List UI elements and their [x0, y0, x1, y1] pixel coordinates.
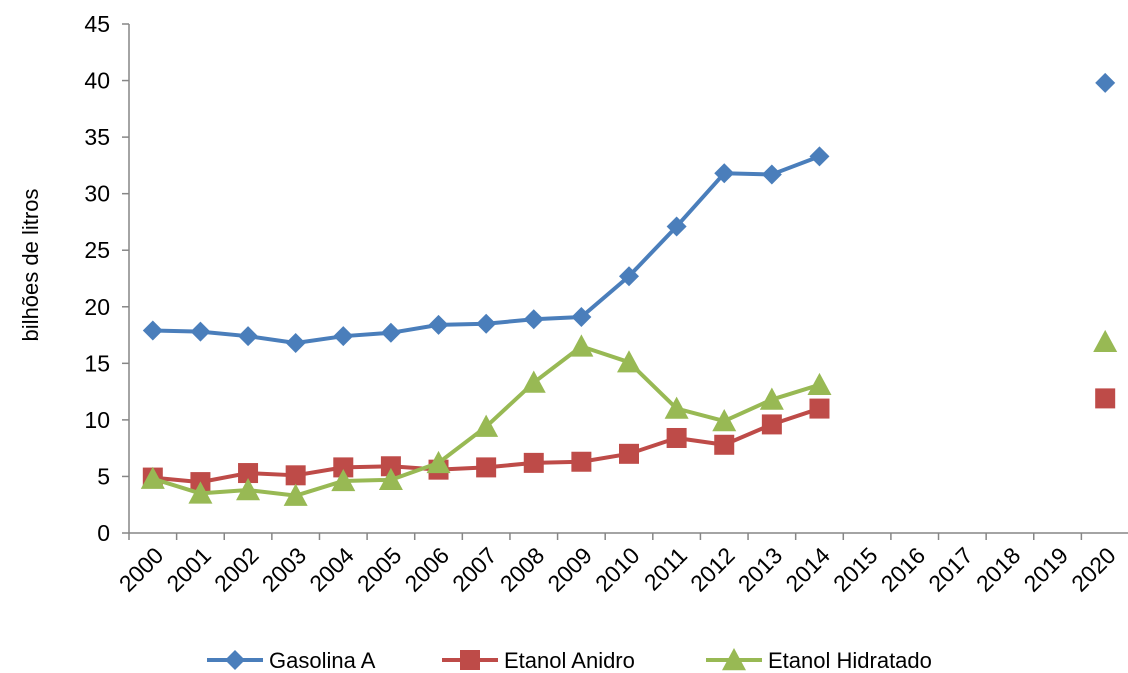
- legend-marker: [225, 650, 245, 670]
- y-tick-label: 20: [84, 294, 110, 320]
- data-point: [759, 387, 784, 410]
- data-point: [809, 398, 830, 419]
- series-gasolina-a: [142, 72, 1116, 353]
- data-point: [523, 452, 544, 473]
- x-tick-label: 2019: [1019, 542, 1074, 597]
- data-point: [331, 468, 356, 492]
- data-point: [1095, 72, 1116, 93]
- legend-label: Etanol Anidro: [504, 648, 635, 673]
- data-point: [807, 372, 832, 396]
- data-point: [714, 163, 735, 184]
- x-tick-label: 2006: [399, 542, 454, 597]
- data-point: [666, 216, 687, 237]
- data-point: [761, 164, 782, 185]
- data-point: [714, 434, 735, 455]
- x-tick-label: 2010: [590, 542, 645, 597]
- x-tick-label: 2013: [733, 542, 788, 597]
- data-point: [378, 467, 403, 491]
- data-point: [619, 443, 639, 464]
- plot-area: [140, 72, 1118, 506]
- x-tick-label: 2009: [542, 542, 597, 597]
- x-tick-label: 2005: [352, 542, 407, 597]
- data-point: [569, 334, 594, 357]
- data-point: [285, 465, 306, 486]
- legend: Gasolina A Etanol Anidro Etanol Hidratado: [207, 648, 932, 673]
- data-point: [188, 481, 213, 504]
- legend-item: Etanol Anidro: [442, 648, 635, 673]
- data-point: [333, 457, 354, 478]
- y-tick-label: 30: [84, 181, 110, 207]
- data-point: [571, 306, 592, 327]
- x-tick-label: 2001: [161, 542, 216, 597]
- x-tick-label: 2007: [447, 542, 502, 597]
- data-point: [571, 451, 592, 472]
- legend-item: Etanol Hidratado: [706, 648, 932, 673]
- legend-item: Gasolina A: [207, 648, 376, 673]
- data-point: [190, 321, 211, 342]
- y-tick-label: 25: [84, 237, 110, 263]
- x-tick-label: 2016: [876, 542, 931, 597]
- data-point: [476, 313, 497, 334]
- data-point: [238, 326, 259, 347]
- data-point: [238, 463, 259, 484]
- data-point: [285, 332, 306, 353]
- data-point: [523, 309, 544, 330]
- data-point: [1093, 329, 1118, 353]
- data-point: [333, 326, 354, 347]
- data-point: [142, 320, 163, 341]
- data-point: [283, 483, 308, 506]
- x-tick-label: 2014: [780, 542, 835, 597]
- legend-label: Gasolina A: [269, 648, 376, 673]
- y-tick-label: 40: [84, 68, 110, 94]
- x-tick-label: 2017: [923, 542, 978, 597]
- y-tick-label: 35: [84, 124, 110, 150]
- data-point: [428, 314, 449, 335]
- data-point: [521, 370, 546, 393]
- y-tick-label: 10: [84, 407, 110, 433]
- x-tick-label: 2011: [639, 542, 692, 595]
- data-point: [617, 350, 641, 373]
- x-tick-label: 2000: [114, 542, 169, 597]
- data-point: [664, 396, 689, 419]
- y-tick-label: 0: [97, 520, 110, 546]
- y-tick-label: 5: [97, 463, 110, 489]
- data-point: [380, 456, 401, 477]
- x-tick-label: 2004: [304, 542, 359, 597]
- axes: 0510152025303540452000200120022003200420…: [84, 11, 1128, 597]
- data-point: [426, 450, 451, 474]
- data-point: [236, 478, 261, 501]
- y-tick-label: 15: [84, 350, 110, 376]
- y-axis-title: bilhões de litros: [18, 189, 43, 342]
- data-point: [476, 457, 497, 478]
- x-tick-label: 2020: [1066, 542, 1121, 597]
- x-tick-label: 2003: [257, 542, 312, 597]
- legend-marker: [722, 648, 746, 671]
- series-etanol-anidro: [142, 388, 1116, 493]
- data-point: [619, 266, 639, 287]
- data-point: [140, 466, 165, 489]
- data-point: [380, 322, 401, 343]
- y-tick-label: 45: [84, 11, 110, 37]
- legend-label: Etanol Hidratado: [768, 648, 932, 673]
- x-tick-label: 2008: [495, 542, 550, 597]
- x-tick-label: 2002: [209, 542, 264, 597]
- x-tick-label: 2015: [828, 542, 883, 597]
- series-etanol-hidratado: [140, 329, 1118, 506]
- x-tick-label: 2018: [971, 542, 1026, 597]
- legend-marker: [460, 650, 480, 670]
- data-point: [666, 427, 687, 448]
- data-point: [761, 414, 782, 435]
- x-tick-label: 2012: [685, 542, 740, 597]
- data-point: [1095, 388, 1116, 409]
- data-point: [809, 146, 830, 167]
- data-point: [712, 409, 737, 432]
- data-point: [474, 414, 499, 437]
